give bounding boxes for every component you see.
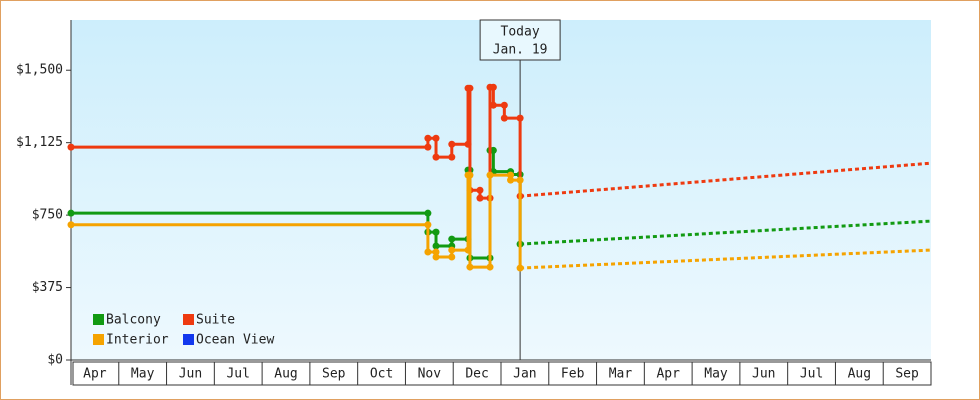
- price-point: [432, 253, 440, 261]
- price-point: [489, 83, 497, 91]
- x-tick-label: Apr: [656, 367, 680, 382]
- y-tick-label: $375: [32, 280, 63, 295]
- x-tick-label: May: [704, 367, 728, 382]
- x-tick-label: Feb: [561, 367, 585, 382]
- price-point: [466, 171, 474, 179]
- price-point: [448, 246, 456, 254]
- price-point: [516, 114, 524, 122]
- price-point: [432, 134, 440, 142]
- price-point: [67, 209, 75, 217]
- price-point: [464, 140, 472, 148]
- price-point: [507, 176, 515, 184]
- y-tick-label: $1,500: [16, 63, 63, 78]
- legend-swatch: [93, 314, 104, 325]
- price-point: [516, 176, 524, 184]
- price-point: [486, 171, 494, 179]
- legend-label: Suite: [196, 313, 235, 328]
- price-point: [466, 263, 474, 271]
- legend-swatch: [183, 314, 194, 325]
- x-tick-label: Jun: [179, 367, 202, 382]
- x-tick-label: Dec: [465, 367, 488, 382]
- price-point: [500, 101, 508, 109]
- today-label: Today: [501, 25, 540, 40]
- price-point: [67, 221, 75, 229]
- price-point: [489, 146, 497, 154]
- y-tick-label: $0: [47, 353, 63, 368]
- y-tick-label: $1,125: [16, 135, 63, 150]
- price-point: [67, 143, 75, 151]
- price-point: [432, 228, 440, 236]
- price-point: [476, 186, 484, 194]
- x-tick-label: Nov: [418, 367, 442, 382]
- x-tick-label: Mar: [609, 367, 633, 382]
- price-point: [432, 242, 440, 250]
- price-point: [476, 194, 484, 202]
- x-tick-label: Aug: [274, 367, 297, 382]
- legend-swatch: [93, 334, 104, 345]
- price-point: [424, 209, 432, 217]
- price-point: [489, 101, 497, 109]
- price-point: [424, 134, 432, 142]
- price-point: [432, 248, 440, 256]
- price-point: [448, 153, 456, 161]
- x-tick-label: Oct: [370, 367, 393, 382]
- plot-area: [71, 20, 931, 360]
- legend-swatch: [183, 334, 194, 345]
- price-point: [464, 246, 472, 254]
- price-point: [500, 114, 508, 122]
- price-point: [507, 171, 515, 179]
- x-tick-label: Jul: [226, 367, 249, 382]
- forecast-line: [520, 248, 932, 270]
- x-tick-label: Jun: [752, 367, 775, 382]
- x-tick-label: Sep: [322, 367, 346, 382]
- today-box: [479, 19, 561, 61]
- price-point: [448, 253, 456, 261]
- price-point: [424, 221, 432, 229]
- price-point: [448, 235, 456, 243]
- x-tick-label: Jul: [800, 367, 823, 382]
- x-tick-label: Sep: [895, 367, 919, 382]
- price-point: [486, 263, 494, 271]
- x-tick-label: Aug: [848, 367, 871, 382]
- x-tick-label: Jan: [513, 367, 536, 382]
- price-point: [432, 153, 440, 161]
- price-point: [466, 84, 474, 92]
- legend-label: Interior: [106, 333, 169, 348]
- today-date: Jan. 19: [493, 43, 548, 58]
- price-point: [424, 248, 432, 256]
- legend-label: Balcony: [106, 313, 161, 328]
- price-point: [424, 143, 432, 151]
- price-point: [448, 140, 456, 148]
- forecast-line: [520, 219, 932, 246]
- legend-label: Ocean View: [196, 333, 274, 348]
- x-tick-label: May: [131, 367, 155, 382]
- x-tick-label: Apr: [83, 367, 107, 382]
- forecast-line: [519, 161, 932, 198]
- y-tick-label: $750: [32, 208, 63, 223]
